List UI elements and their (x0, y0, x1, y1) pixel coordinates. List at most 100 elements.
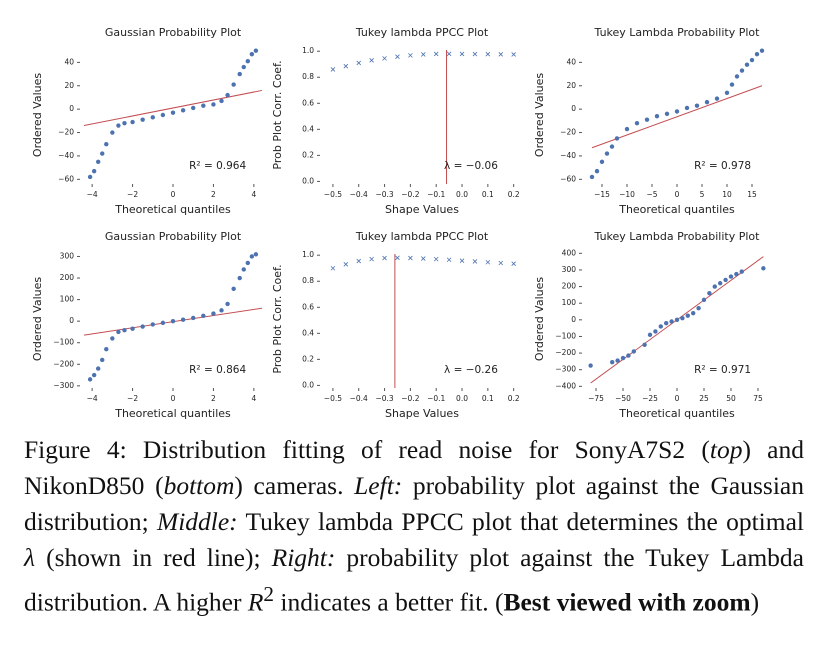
x-tick-label: 2 (211, 190, 216, 199)
y-tick-label: 0 (571, 104, 576, 113)
x-tick-label: 0 (675, 394, 680, 403)
point (130, 119, 135, 125)
y-tick-label: −20 (58, 128, 74, 137)
x-tick-label: 15 (747, 190, 757, 199)
x-tick-label: 0 (675, 190, 680, 199)
point (433, 256, 439, 262)
point (707, 291, 712, 296)
point (219, 308, 224, 313)
x-tick-label: −2 (127, 394, 138, 403)
point (734, 271, 739, 277)
point (626, 353, 631, 358)
point (91, 372, 97, 378)
point (658, 324, 664, 329)
caption-text: probability plot against the Tukey Lambd… (24, 543, 804, 617)
y-tick-label: −60 (560, 174, 576, 183)
y-tick-label: −60 (58, 174, 74, 183)
point (712, 284, 717, 289)
y-tick-label: 100 (562, 298, 577, 307)
point (180, 108, 186, 113)
x-tick-label: 5 (700, 190, 705, 199)
point (588, 363, 593, 368)
y-tick-label: 0.6 (302, 302, 314, 311)
y-tick-label: −300 (53, 381, 74, 390)
y-tick-label: −40 (58, 151, 74, 160)
point (589, 174, 595, 180)
x-tick-label: 0.2 (508, 394, 520, 403)
subplot: Gaussian Probability Plot Theoretical qua… (31, 26, 263, 216)
x-axis-label: Shape Values (385, 407, 459, 420)
subplot-title: Gaussian Probability Plot (105, 26, 242, 39)
x-tick-label: −0.1 (427, 190, 445, 199)
y-tick-label: 0 (69, 104, 74, 113)
point (170, 110, 176, 115)
point (723, 277, 728, 283)
point (330, 265, 336, 271)
point (140, 324, 145, 329)
caption-text: top (709, 435, 743, 464)
x-tick-label: 0.1 (482, 394, 494, 403)
subplot: Tukey lambda PPCC Plot Shape Values Prob P… (271, 26, 520, 216)
point (170, 318, 176, 324)
y-axis-label: Ordered Values (533, 277, 546, 361)
point (761, 266, 766, 271)
y-tick-label: 0.8 (302, 72, 314, 81)
y-tick-label: 40 (566, 57, 576, 66)
caption-text: (shown in red line); (35, 543, 272, 572)
fit-line (591, 85, 763, 149)
x-tick-label: −4 (87, 394, 98, 403)
x-tick-label: 75 (753, 394, 763, 403)
caption-text: R (247, 587, 264, 617)
point (594, 168, 600, 174)
y-tick-label: −20 (560, 128, 576, 137)
point (511, 52, 516, 57)
point (237, 71, 242, 77)
point (654, 113, 660, 119)
caption-text: Figure 4: Distribution fitting of read n… (24, 435, 710, 464)
point (511, 261, 516, 266)
point (201, 103, 206, 108)
caption: Figure 4: Distribution fitting of read n… (24, 432, 804, 621)
annotation: R² = 0.971 (694, 364, 751, 376)
fit-line (83, 89, 263, 127)
point (150, 322, 155, 327)
point (498, 260, 504, 266)
point (237, 275, 242, 281)
figure: Gaussian Probability Plot Theoretical qua… (31, 26, 766, 420)
caption-text: probability plot against the Gaussian di… (24, 471, 804, 536)
caption-text: Right: (271, 543, 336, 572)
caption-text: 2 (263, 582, 275, 606)
subplot: Tukey lambda PPCC Plot Shape Values Prob P… (271, 230, 520, 420)
subplot: Gaussian Probability Plot Theoretical qua… (31, 230, 263, 420)
point (714, 96, 720, 101)
point (421, 256, 426, 261)
point (395, 255, 400, 261)
y-tick-label: 200 (562, 282, 577, 291)
caption-text: Best viewed with zoom (503, 587, 751, 617)
point (191, 315, 196, 321)
point (446, 51, 452, 57)
point (180, 317, 186, 322)
point (201, 313, 206, 318)
y-tick-label: 1.0 (302, 46, 314, 55)
point (614, 136, 620, 141)
x-axis-label: Shape Values (385, 203, 459, 216)
y-tick-label: 0.6 (302, 98, 314, 107)
x-tick-label: −25 (642, 394, 658, 403)
point (191, 105, 196, 111)
point (724, 90, 730, 95)
point (87, 174, 93, 180)
subplot-title: Tukey lambda PPCC Plot (355, 230, 489, 243)
point (674, 317, 680, 323)
y-tick-label: 0.0 (302, 176, 314, 185)
y-tick-label: 0.4 (302, 328, 314, 337)
y-tick-label: −300 (555, 365, 576, 374)
point (459, 258, 465, 263)
point (684, 105, 690, 111)
point (446, 257, 452, 263)
x-tick-label: 50 (726, 394, 736, 403)
caption-text: indicates a better fit. ( (274, 587, 504, 617)
point (717, 281, 723, 286)
subplot-title: Tukey Lambda Probability Plot (594, 230, 761, 243)
